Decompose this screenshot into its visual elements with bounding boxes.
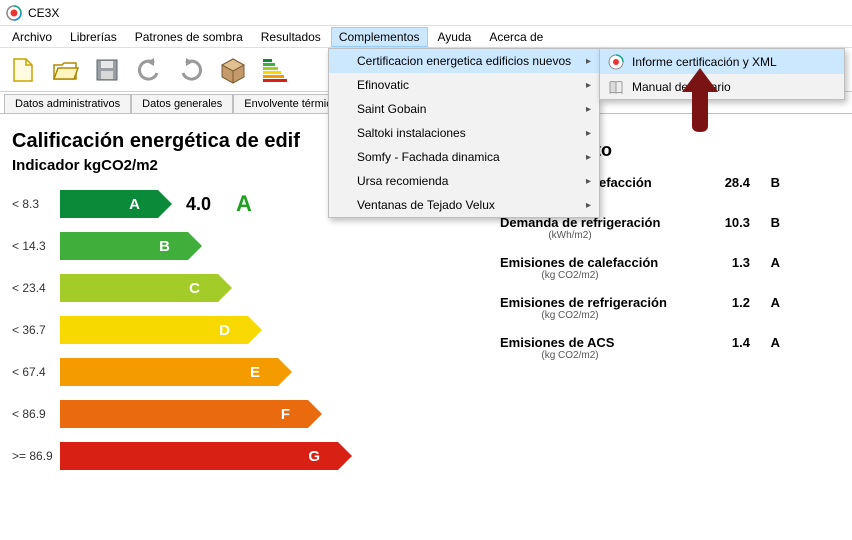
tab-datos-administrativos[interactable]: Datos administrativos	[4, 94, 131, 113]
rating-row-g: >= 86.9G	[12, 438, 840, 474]
dropdown-item-label: Ursa recomienda	[357, 174, 448, 188]
chevron-right-icon: ▸	[586, 80, 591, 91]
metric-value: 10.3	[700, 215, 750, 230]
dropdown-item[interactable]: Efinovatic ▸	[329, 73, 599, 97]
rating-bar-b: B	[60, 232, 188, 260]
metric-letter: A	[750, 335, 780, 350]
toolbar-3d-button[interactable]	[214, 51, 252, 89]
chevron-right-icon: ▸	[586, 176, 591, 187]
titlebar: CE3X	[0, 0, 852, 26]
metric-row: Emisiones de calefacción(kg CO2/m2)1.3A	[500, 255, 830, 281]
rating-bar-g: G	[60, 442, 338, 470]
toolbar-new-button[interactable]	[4, 51, 42, 89]
dropdown-item-label: Somfy - Fachada dinamica	[357, 150, 500, 164]
toolbar-redo-button[interactable]	[172, 51, 210, 89]
menu-complementos[interactable]: Complementos	[331, 27, 428, 47]
metric-label: Emisiones de calefacción(kg CO2/m2)	[500, 255, 700, 281]
dropdown-item[interactable]: Saint Gobain ▸	[329, 97, 599, 121]
dropdown-item[interactable]: Saltoki instalaciones ▸	[329, 121, 599, 145]
metric-label: Emisiones de refrigeración(kg CO2/m2)	[500, 295, 700, 321]
book-icon	[608, 79, 624, 95]
rating-threshold: < 86.9	[12, 407, 60, 421]
menu-archivo[interactable]: Archivo	[4, 27, 60, 47]
toolbar-undo-button[interactable]	[130, 51, 168, 89]
dropdown-item[interactable]: Ursa recomienda ▸	[329, 169, 599, 193]
rating-row-f: < 86.9F	[12, 396, 840, 432]
menu-librerías[interactable]: Librerías	[62, 27, 125, 47]
tab-datos-generales[interactable]: Datos generales	[131, 94, 233, 113]
menu-ayuda[interactable]: Ayuda	[430, 27, 480, 47]
chevron-right-icon: ▸	[586, 104, 591, 115]
metric-letter: B	[750, 215, 780, 230]
dropdown-item-label: Ventanas de Tejado Velux	[357, 198, 495, 212]
menu-resultados[interactable]: Resultados	[253, 27, 329, 47]
complementos-dropdown: Certificacion energetica edificios nuevo…	[328, 48, 600, 218]
rating-threshold: < 14.3	[12, 239, 60, 253]
rating-threshold: < 67.4	[12, 365, 60, 379]
rating-threshold: < 23.4	[12, 281, 60, 295]
submenu-item[interactable]: Informe certificación y XML	[600, 49, 844, 74]
metric-row: Emisiones de refrigeración(kg CO2/m2)1.2…	[500, 295, 830, 321]
metric-label: Demanda de refrigeración(kWh/m2)	[500, 215, 700, 241]
metric-row: Emisiones de ACS(kg CO2/m2)1.4A	[500, 335, 830, 361]
toolbar-save-button[interactable]	[88, 51, 126, 89]
metric-value: 1.2	[700, 295, 750, 310]
rating-bar-a: A	[60, 190, 158, 218]
submenu-item-label: Informe certificación y XML	[632, 55, 777, 69]
metric-letter: B	[750, 175, 780, 190]
metric-letter: A	[750, 255, 780, 270]
rating-bar-c: C	[60, 274, 218, 302]
metric-value: 1.3	[700, 255, 750, 270]
toolbar-rating-button[interactable]	[256, 51, 294, 89]
app-title: CE3X	[28, 6, 59, 20]
rating-threshold: < 8.3	[12, 197, 60, 211]
rating-bar-e: E	[60, 358, 278, 386]
rating-letter: A	[236, 191, 266, 217]
metric-value: 1.4	[700, 335, 750, 350]
rating-bar-f: F	[60, 400, 308, 428]
menubar: ArchivoLibreríasPatrones de sombraResult…	[0, 26, 852, 48]
chevron-right-icon: ▸	[586, 152, 591, 163]
rating-threshold: < 36.7	[12, 323, 60, 337]
app-icon	[6, 5, 22, 21]
dropdown-item-label: Certificacion energetica edificios nuevo…	[357, 54, 571, 68]
rating-value: 4.0	[186, 194, 236, 215]
menu-patrones-de-sombra[interactable]: Patrones de sombra	[127, 27, 251, 47]
metric-letter: A	[750, 295, 780, 310]
chevron-right-icon: ▸	[586, 56, 591, 67]
dropdown-item[interactable]: Ventanas de Tejado Velux ▸	[329, 193, 599, 217]
toolbar-open-button[interactable]	[46, 51, 84, 89]
dropdown-item[interactable]: Certificacion energetica edificios nuevo…	[329, 49, 599, 73]
chevron-right-icon: ▸	[586, 200, 591, 211]
metric-value: 28.4	[700, 175, 750, 190]
dropdown-item-label: Saltoki instalaciones	[357, 126, 466, 140]
submenu-item[interactable]: Manual de usuario	[600, 74, 844, 99]
dropdown-item-label: Saint Gobain	[357, 102, 426, 116]
metric-row: Demanda de refrigeración(kWh/m2)10.3B	[500, 215, 830, 241]
chevron-right-icon: ▸	[586, 128, 591, 139]
metric-label: Emisiones de ACS(kg CO2/m2)	[500, 335, 700, 361]
dropdown-item-label: Efinovatic	[357, 78, 409, 92]
app-icon	[608, 54, 624, 70]
rating-threshold: >= 86.9	[12, 449, 60, 463]
menu-acerca-de[interactable]: Acerca de	[481, 27, 551, 47]
complementos-submenu: Informe certificación y XML Manual de usu…	[599, 48, 845, 100]
annotation-arrow-icon	[680, 68, 720, 135]
rating-bar-d: D	[60, 316, 248, 344]
dropdown-item[interactable]: Somfy - Fachada dinamica ▸	[329, 145, 599, 169]
